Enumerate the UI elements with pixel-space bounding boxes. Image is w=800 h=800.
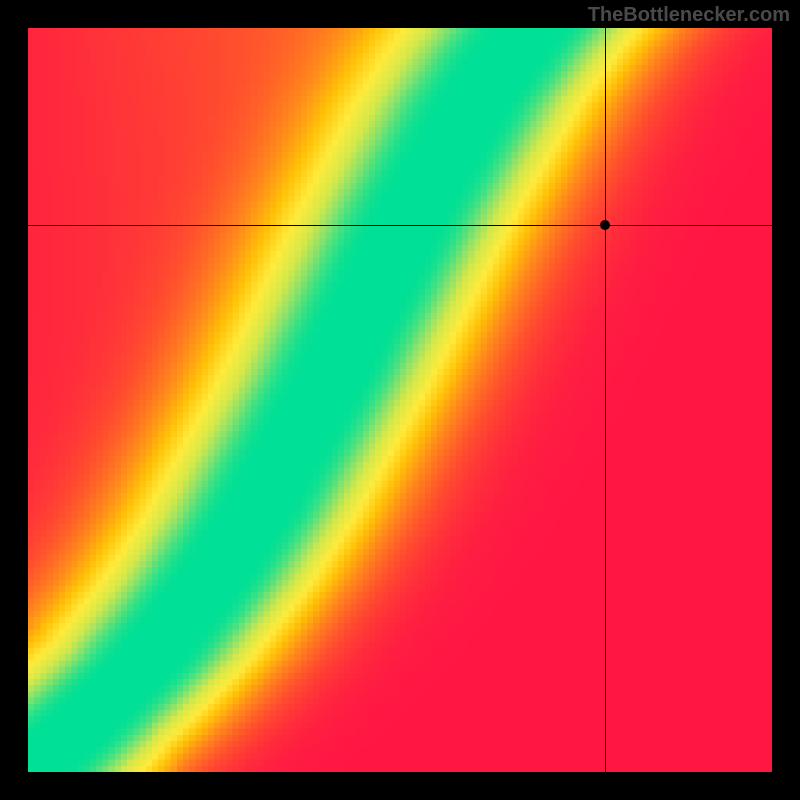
crosshair-vertical — [605, 28, 606, 772]
heatmap-canvas — [28, 28, 772, 772]
watermark-text: TheBottlenecker.com — [588, 4, 790, 27]
crosshair-horizontal — [28, 225, 772, 226]
chart-container: TheBottlenecker.com — [0, 0, 800, 800]
crosshair-marker — [600, 220, 610, 230]
heatmap-plot-area — [28, 28, 772, 772]
